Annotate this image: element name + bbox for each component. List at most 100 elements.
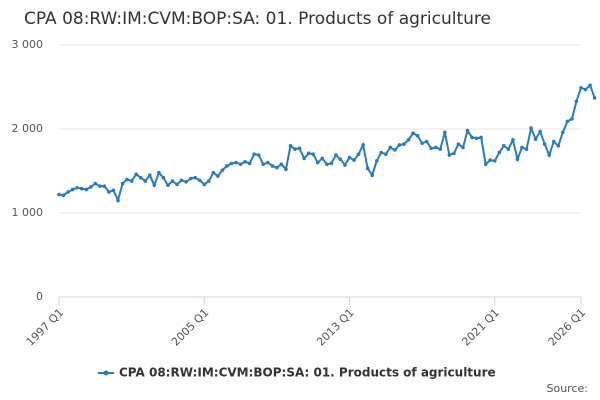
data-point	[515, 157, 520, 162]
data-point	[247, 161, 252, 166]
data-point	[98, 184, 102, 188]
data-point	[157, 170, 161, 175]
data-point	[66, 190, 70, 194]
x-tick-label: 2005 Q1	[169, 306, 212, 349]
data-point	[288, 144, 293, 148]
data-point	[529, 126, 533, 130]
data-point	[243, 159, 247, 164]
x-tick-label: 2021 Q1	[459, 306, 502, 349]
data-point	[583, 87, 588, 92]
data-point	[188, 176, 193, 181]
data-point	[542, 142, 547, 146]
chart-title: CPA 08:RW:IM:CVM:BOP:SA: 01. Products of…	[24, 9, 491, 29]
data-point	[384, 152, 388, 156]
data-point	[447, 153, 452, 157]
data-point	[79, 186, 84, 191]
data-point	[579, 86, 583, 90]
data-point	[170, 179, 175, 183]
data-point	[107, 190, 111, 194]
y-tick-label: 1 000	[12, 206, 44, 219]
data-point	[570, 117, 574, 121]
data-point	[393, 148, 397, 152]
data-point	[293, 147, 297, 151]
data-point	[275, 165, 279, 170]
data-point	[125, 177, 129, 182]
data-point	[506, 147, 511, 151]
y-tick-label: 0	[36, 290, 43, 303]
data-point	[202, 182, 207, 187]
data-point	[261, 162, 266, 167]
data-point	[166, 183, 170, 188]
data-point	[443, 130, 447, 135]
data-point	[302, 156, 306, 161]
data-point	[488, 158, 493, 162]
data-point	[193, 175, 197, 180]
data-point	[61, 193, 66, 198]
data-point	[365, 166, 370, 171]
data-point	[147, 173, 152, 177]
data-point	[57, 192, 61, 197]
data-point	[184, 180, 188, 184]
data-point	[406, 138, 411, 142]
data-point	[75, 186, 79, 190]
data-point	[179, 178, 184, 183]
data-point	[456, 142, 461, 146]
data-point	[84, 187, 89, 192]
data-point	[334, 153, 338, 157]
data-point	[502, 144, 506, 148]
y-tick-label: 3 000	[12, 38, 44, 51]
data-point	[216, 174, 220, 178]
legend-marker	[103, 370, 109, 376]
data-point	[411, 131, 415, 135]
data-point	[152, 183, 157, 188]
data-point	[325, 162, 329, 167]
data-point	[465, 128, 470, 133]
y-tick-label: 2 000	[12, 122, 44, 135]
data-point	[220, 168, 225, 172]
data-point	[284, 167, 288, 172]
data-point	[206, 179, 211, 183]
data-point	[252, 152, 256, 156]
data-point	[234, 160, 238, 165]
data-point	[175, 182, 179, 187]
data-point	[102, 184, 107, 188]
data-point	[492, 159, 497, 163]
data-point	[433, 145, 438, 150]
data-point	[143, 179, 148, 183]
data-point	[311, 152, 315, 156]
data-point	[129, 179, 134, 183]
data-point	[256, 153, 261, 157]
data-point	[266, 160, 270, 165]
data-point	[452, 151, 456, 156]
data-point	[297, 146, 302, 151]
data-point	[461, 145, 465, 150]
legend-label: CPA 08:RW:IM:CVM:BOP:SA: 01. Products of…	[119, 366, 496, 380]
data-point	[438, 147, 443, 151]
data-point	[279, 162, 284, 167]
data-point	[483, 162, 488, 167]
data-point	[161, 175, 166, 180]
data-point	[338, 157, 343, 162]
data-point	[111, 188, 116, 193]
data-point	[120, 181, 125, 186]
data-point	[229, 161, 234, 166]
data-point	[429, 146, 434, 151]
data-point	[379, 150, 384, 155]
data-point	[134, 172, 138, 177]
data-point	[511, 138, 515, 142]
data-point	[479, 135, 483, 140]
source: Source:	[547, 382, 589, 395]
data-point	[347, 155, 352, 160]
data-point	[315, 160, 320, 165]
data-point	[497, 150, 502, 155]
series-line	[58, 83, 596, 204]
data-point	[470, 135, 474, 140]
data-point	[211, 170, 216, 175]
data-point	[70, 187, 75, 192]
data-point	[402, 142, 406, 146]
x-tick-label: 1997 Q1	[24, 306, 67, 349]
data-point	[547, 153, 552, 157]
data-point	[370, 173, 375, 177]
